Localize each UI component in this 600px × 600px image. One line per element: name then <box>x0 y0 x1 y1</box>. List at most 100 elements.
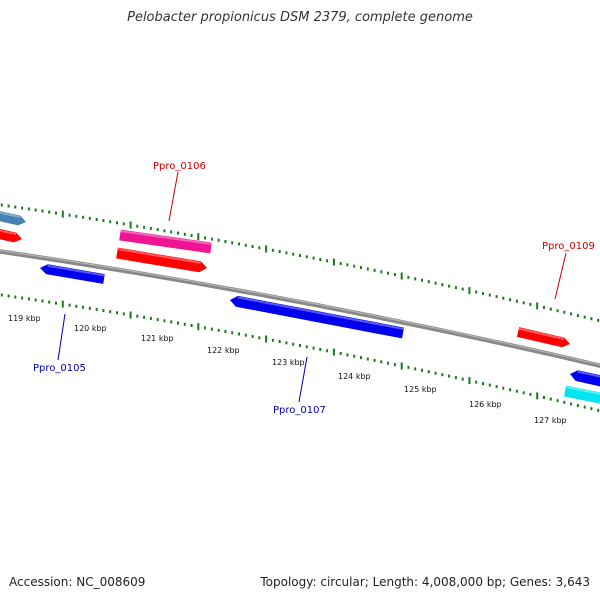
outer-tick <box>61 210 64 218</box>
inner-tick <box>244 333 247 337</box>
outer-tick <box>75 214 78 218</box>
scale-label-119: 119 kbp <box>8 314 41 323</box>
backbone-highlight <box>0 249 600 366</box>
inner-tick <box>421 368 423 372</box>
inner-tick <box>543 396 545 399</box>
outer-tick <box>502 296 505 300</box>
gene-label-ppro-0105[interactable]: Ppro_0105 <box>33 363 86 374</box>
inner-tick <box>122 312 125 316</box>
gene-steelblue-left[interactable] <box>0 209 26 226</box>
inner-tick <box>570 402 573 406</box>
inner-tick <box>366 357 369 361</box>
inner-tick <box>536 392 539 400</box>
outer-tick <box>353 264 356 268</box>
inner-tick <box>414 367 417 371</box>
gene-red-ppro-0106[interactable] <box>116 247 207 273</box>
inner-tick <box>136 314 139 318</box>
inner-tick <box>0 293 3 297</box>
inner-tick <box>387 361 390 365</box>
outer-tick <box>454 286 457 290</box>
gene-blue-ppro-0107[interactable] <box>230 295 404 339</box>
inner-tick <box>319 348 322 351</box>
inner-tick <box>468 377 471 385</box>
inner-tick <box>34 298 37 302</box>
inner-tick <box>271 338 274 342</box>
inner-tick <box>495 385 498 389</box>
outer-tick <box>278 250 281 254</box>
outer-tick <box>427 280 430 284</box>
scale-label-122: 122 kbp <box>207 346 240 355</box>
outer-tick <box>238 242 240 246</box>
gene-red-left-highlight <box>0 229 17 236</box>
outer-tick <box>231 241 234 245</box>
outer-tick <box>414 277 417 281</box>
outer-tick <box>549 307 552 311</box>
scale-label-123: 123 kbp <box>272 358 305 367</box>
inner-tick <box>27 297 30 301</box>
inner-tick <box>82 305 85 309</box>
outer-tick <box>143 225 146 229</box>
gene-label-ppro-0109[interactable]: Ppro_0109 <box>542 241 595 252</box>
gene-red-ppro-0109[interactable] <box>516 327 570 348</box>
gene-label-ppro-0107[interactable]: Ppro_0107 <box>273 405 326 416</box>
gene-pink-ppro-0106[interactable] <box>119 229 212 254</box>
outer-tick <box>170 230 173 234</box>
outer-tick <box>597 318 600 322</box>
inner-tick <box>190 324 193 327</box>
inner-tick <box>509 388 512 392</box>
outer-tick <box>116 221 118 225</box>
gene-label-ppro-0106[interactable]: Ppro_0106 <box>153 161 206 172</box>
outer-tick <box>373 268 376 272</box>
gene-blue-ppro-0105-highlight <box>47 264 105 277</box>
inner-tick <box>448 374 451 378</box>
gene-cyan-right[interactable] <box>563 385 600 406</box>
outer-tick <box>251 245 254 248</box>
inner-tick <box>224 330 227 333</box>
outer-tick <box>448 284 451 288</box>
inner-tick <box>48 300 51 304</box>
inner-tick <box>549 397 552 401</box>
gene-red-left[interactable] <box>0 227 22 243</box>
inner-tick <box>529 392 532 396</box>
inner-tick <box>461 377 464 381</box>
gene-red-ppro-0109-highlight <box>518 327 565 340</box>
gene-blue-ppro-0105[interactable] <box>40 264 105 284</box>
inner-tick <box>339 352 342 355</box>
outer-tick <box>509 298 512 302</box>
outer-tick <box>204 236 207 240</box>
inner-tick <box>109 310 112 314</box>
outer-tick <box>488 293 491 297</box>
outer-tick <box>102 219 105 223</box>
inner-tick <box>441 373 444 377</box>
inner-tick <box>217 328 220 332</box>
outer-tick <box>41 209 44 213</box>
outer-tick <box>583 315 586 319</box>
gene-blue-right[interactable] <box>570 370 600 388</box>
outer-tick <box>271 248 274 252</box>
outer-tick <box>156 228 159 232</box>
inner-tick <box>278 340 281 344</box>
inner-tick <box>360 356 362 360</box>
inner-tick <box>312 346 315 350</box>
outer-tick <box>441 283 444 287</box>
outer-tick <box>543 306 545 309</box>
inner-tick <box>353 354 356 358</box>
outer-tick <box>332 258 335 266</box>
outer-tick <box>258 246 261 250</box>
outer-tick <box>326 259 329 263</box>
leader-line-ppro-0107 <box>298 356 308 403</box>
outer-tick <box>217 238 220 242</box>
inner-tick <box>204 326 207 330</box>
inner-tick <box>14 295 17 299</box>
outer-tick <box>346 263 349 267</box>
inner-tick <box>502 386 505 390</box>
outer-tick <box>183 232 186 236</box>
leader-line-ppro-0105 <box>57 313 66 361</box>
outer-tick <box>149 226 152 230</box>
outer-tick <box>265 245 268 253</box>
outer-tick <box>210 237 213 241</box>
outer-tick <box>319 258 322 261</box>
inner-tick <box>576 404 579 407</box>
outer-tick <box>590 317 593 321</box>
inner-tick-track <box>0 293 600 412</box>
